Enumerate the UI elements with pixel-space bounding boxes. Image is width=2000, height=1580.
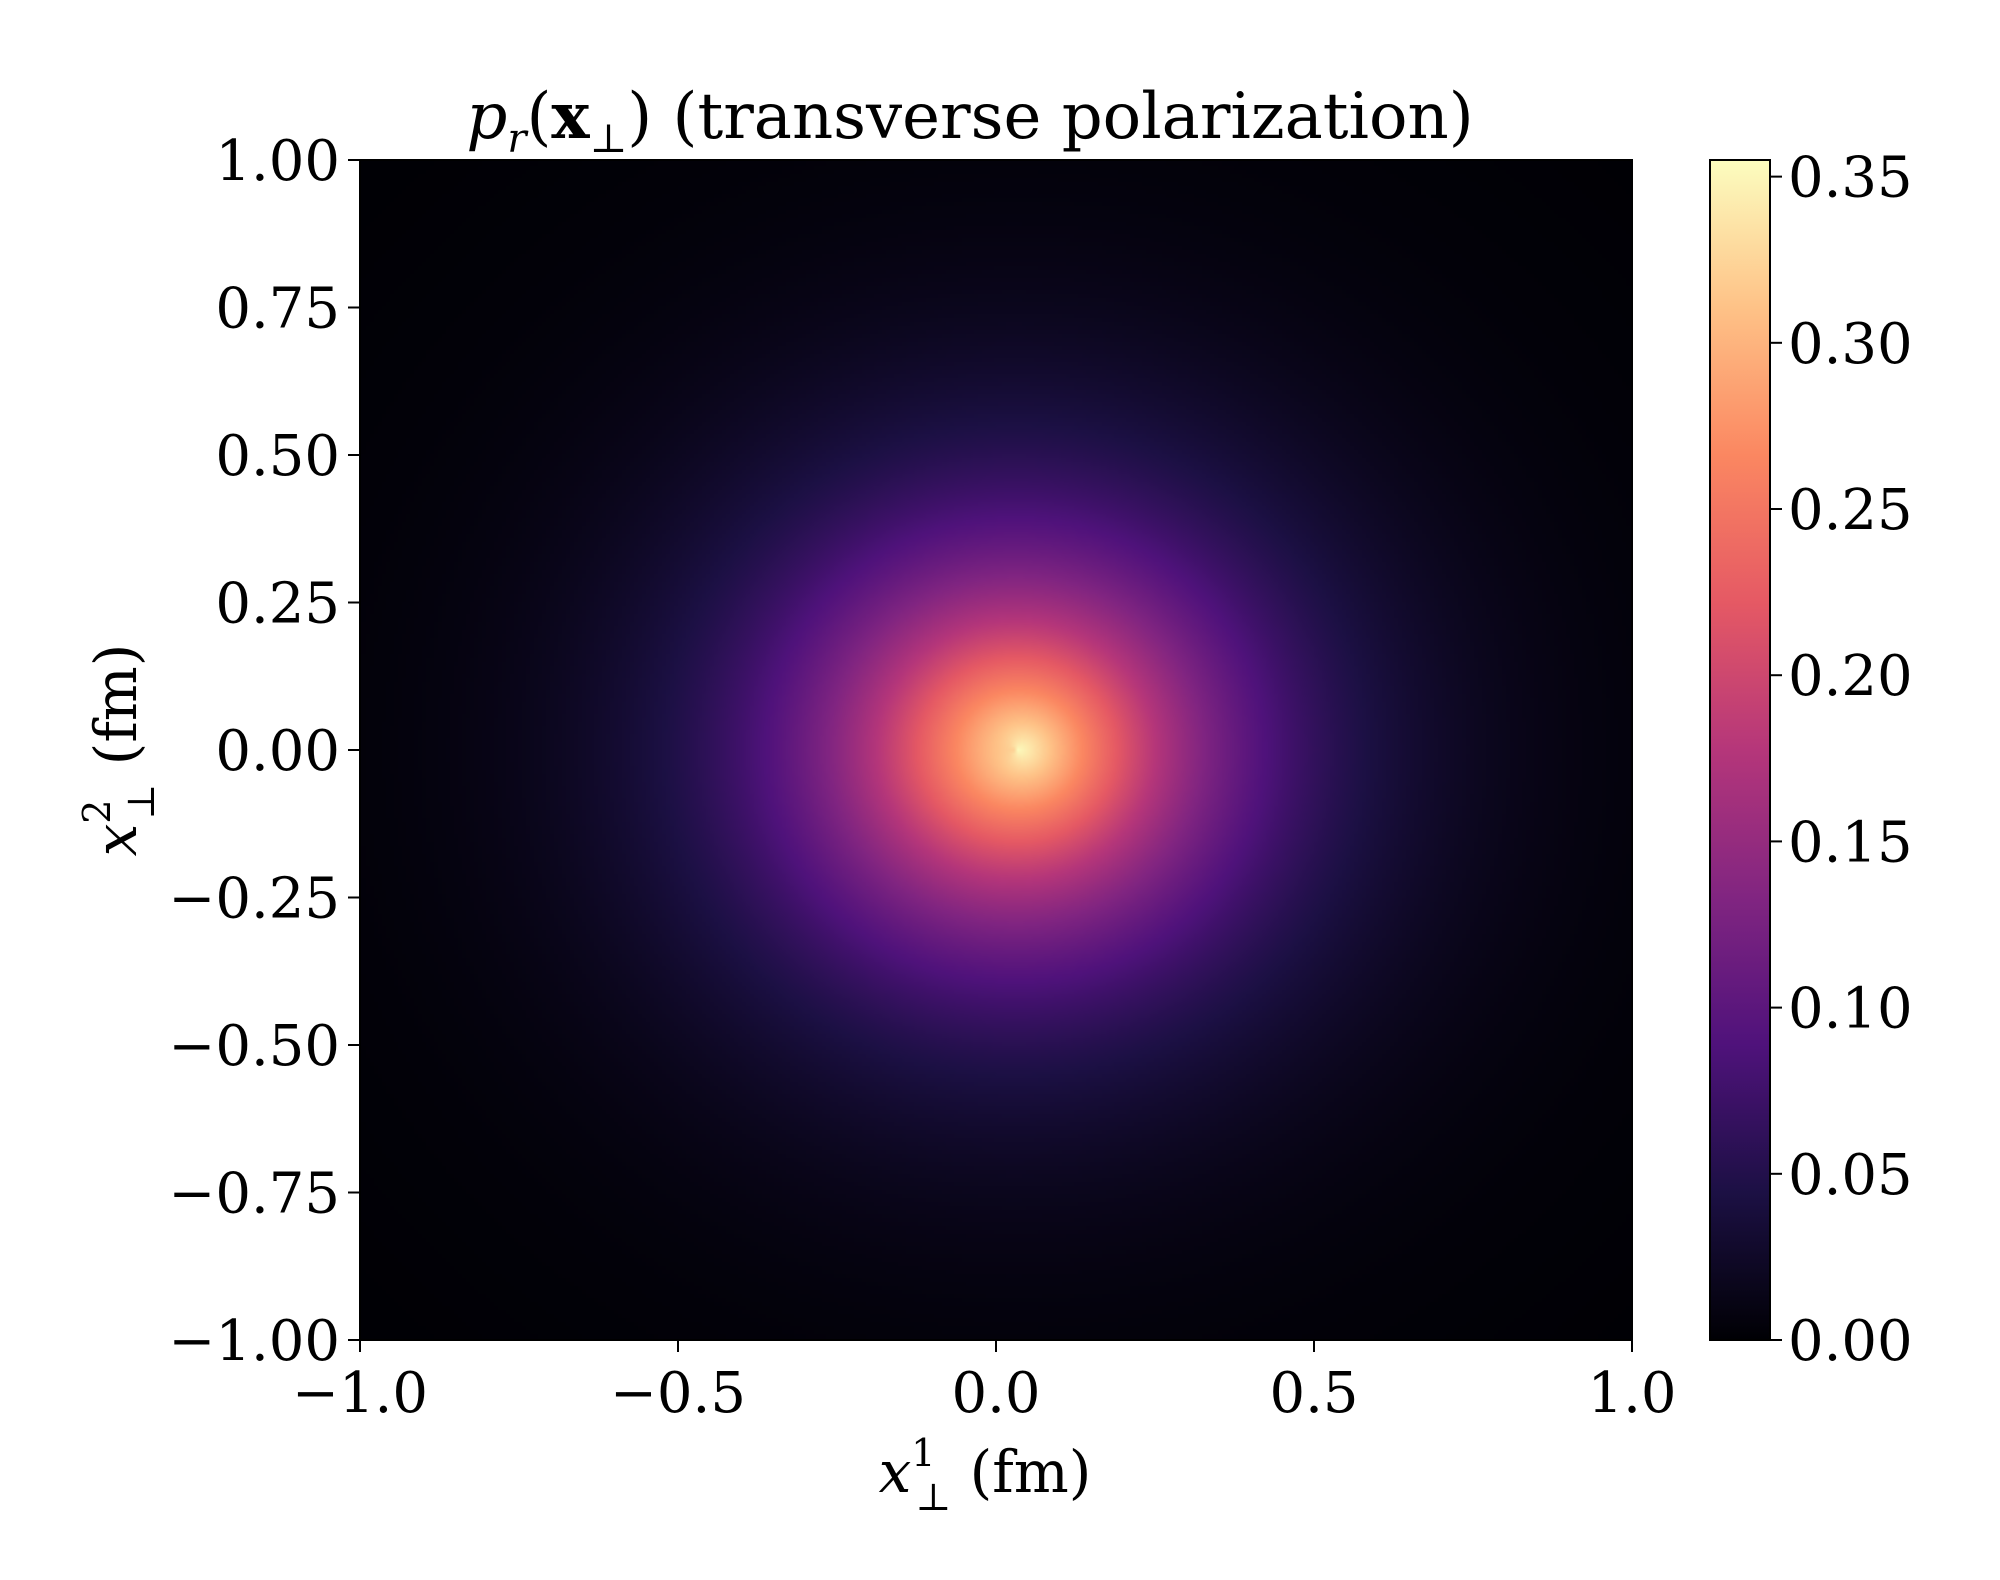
x-tick-label: −0.5 [610,1361,746,1426]
colorbar-tick-label: 0.00 [1788,1309,1913,1374]
colorbar-tick-label: 0.15 [1788,810,1913,875]
y-tick-label: 0.25 [215,572,340,637]
y-tick-label: −0.50 [168,1014,340,1079]
chart-title: pr(x⊥) (transverse polarization) [466,79,1473,162]
y-tick-label: 1.00 [215,129,340,194]
plot-area [359,159,1633,1341]
y-tick-label: 0.75 [215,277,340,342]
x-tick-label: −1.0 [292,1361,428,1426]
x-tick-label: 0.0 [951,1361,1040,1426]
colorbar-tick-label: 0.30 [1788,312,1913,377]
y-axis: 1.00 0.75 0.50 0.25 0.00 −0.25 −0.50 −0.75 −1.00 [168,129,360,1374]
x-axis: −1.0 −0.5 0.0 0.5 1.0 [292,1340,1677,1426]
x-axis-label: x1 ⊥ (fm) [879,1431,1092,1519]
colorbar: 0.00 0.05 0.10 0.15 0.20 0.25 0.30 0.35 [1709,146,1913,1374]
y-tick-label: −0.25 [168,867,340,932]
y-tick-label: 0.50 [215,424,340,489]
y-tick-label: −0.75 [168,1162,340,1227]
x-tick-label: 1.0 [1587,1361,1676,1426]
svg-text:x2⊥ (fm): x2⊥ (fm) [75,644,163,857]
colorbar-tick-label: 0.10 [1788,977,1913,1042]
colorbar-tick-label: 0.35 [1788,146,1913,211]
svg-text:x1⊥ (fm): x1 ⊥ (fm) [879,1431,1092,1519]
y-tick-label: −1.00 [168,1309,340,1374]
heatmap-image [360,160,1632,1340]
x-tick-label: 0.5 [1269,1361,1358,1426]
colorbar-tick-label: 0.20 [1788,644,1913,709]
colorbar-tick-label: 0.25 [1788,478,1913,543]
colorbar-tick-label: 0.05 [1788,1143,1913,1208]
y-axis-label: x2⊥ (fm) [75,644,163,857]
colorbar-gradient [1709,159,1771,1341]
y-tick-label: 0.00 [215,719,340,784]
